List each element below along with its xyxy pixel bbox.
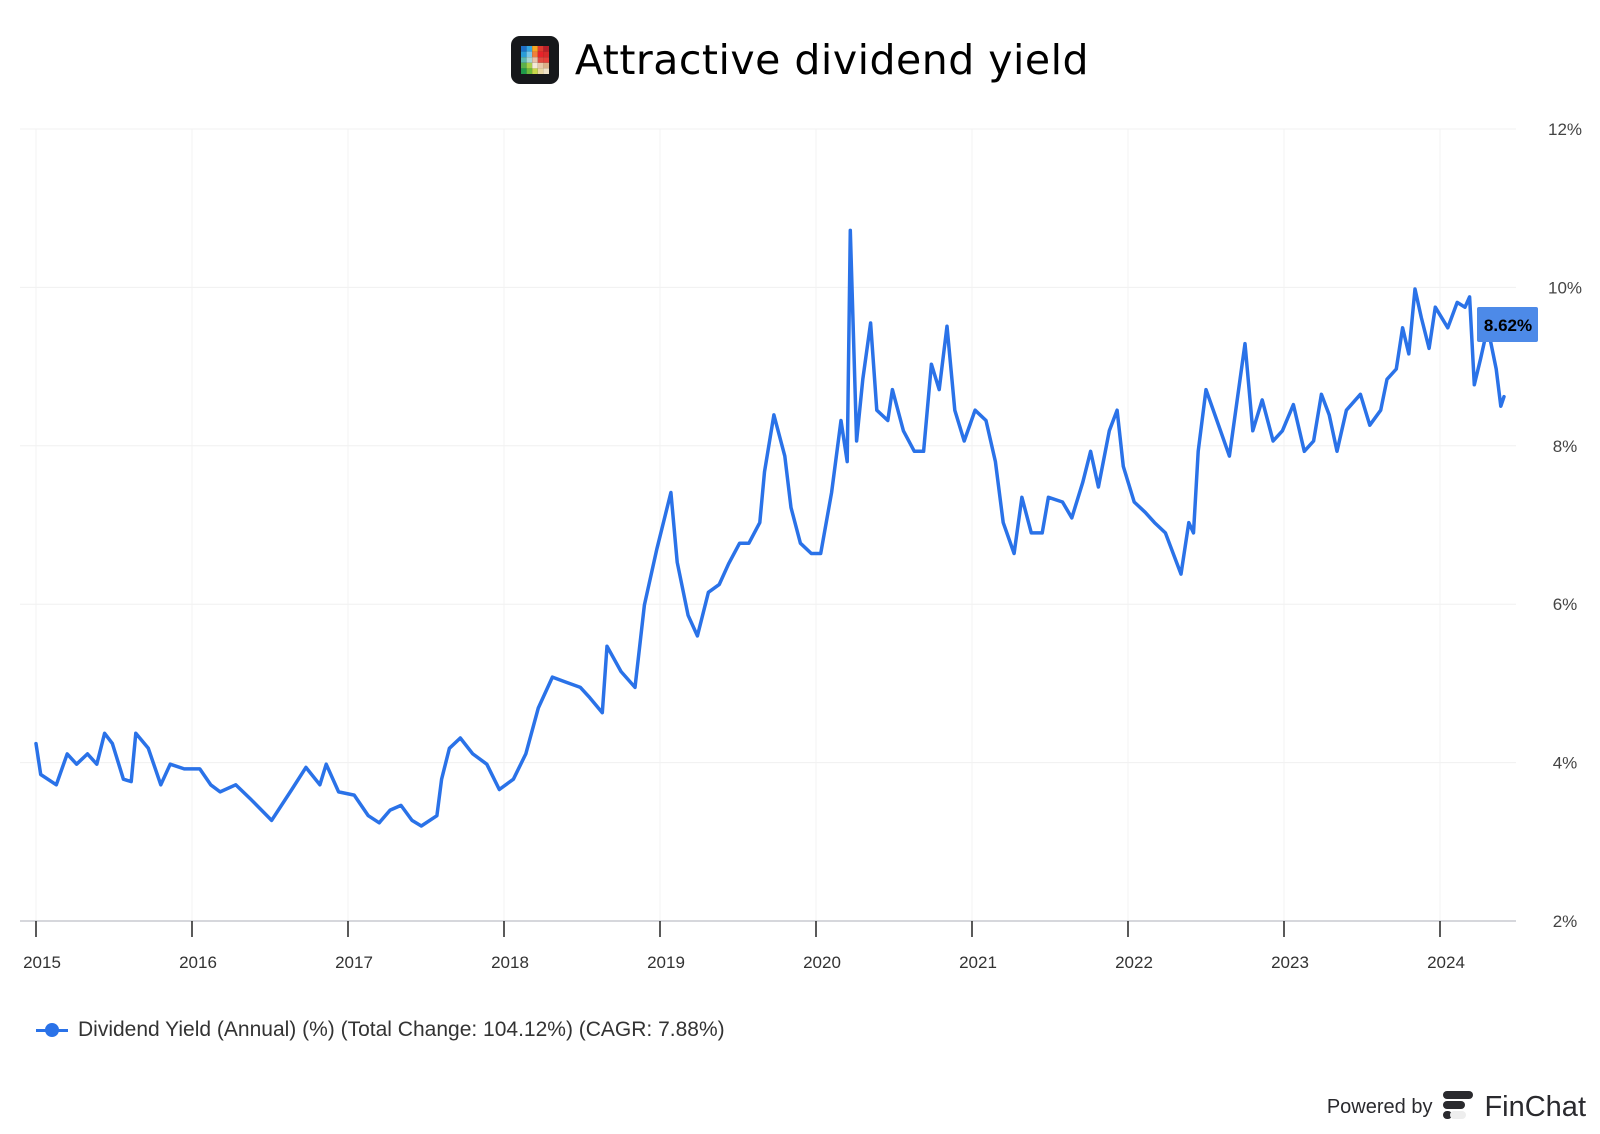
last-value-label: 8.62% — [1477, 307, 1538, 342]
footer: Powered by FinChat — [1327, 1090, 1586, 1125]
powered-by-text: Powered by — [1326, 1096, 1433, 1118]
dividend-yield-line — [34, 228, 1506, 828]
y-tick-label: 6% — [1553, 595, 1578, 614]
last-value-badge — [1477, 307, 1538, 342]
x-tick-label: 2016 — [179, 953, 217, 972]
dividend-yield-chart: 2%4%6%8%10%12% 2015 2016 2017 2018 2019 2020 2… — [20, 120, 1582, 972]
last-value-text: 8.62% — [1484, 316, 1532, 335]
finchat-logo-icon — [1442, 1090, 1474, 1125]
y-tick-label: 4% — [1553, 754, 1578, 773]
grid — [20, 128, 1516, 921]
x-axis: 2015 2016 2017 2018 2019 2020 2021 2022 2023 2024 — [20, 920, 1516, 972]
x-tick-label: 2023 — [1271, 953, 1309, 972]
y-tick-label: 12% — [1548, 120, 1582, 139]
chart-title-text: Attractive dividend yield — [574, 36, 1090, 84]
x-tick-label: 2020 — [803, 953, 841, 972]
x-tick-label: 2024 — [1427, 953, 1465, 972]
y-tick-label: 10% — [1548, 278, 1582, 297]
pixel-grid-logo-icon — [510, 36, 559, 84]
y-axis: 2% 4% 6% 8% 10% 12% — [1548, 120, 1582, 931]
x-tick-label: 2021 — [959, 953, 997, 972]
x-tick-label: 2017 — [335, 953, 373, 972]
x-tick-label: 2015 — [23, 953, 61, 972]
x-tick-label: 2019 — [647, 953, 685, 972]
y-tick-label: 2% — [1553, 912, 1578, 931]
legend-marker-icon — [36, 1023, 68, 1037]
chart-title: Attractive dividend yield — [0, 36, 1600, 84]
x-tick-label: 2022 — [1115, 953, 1153, 972]
legend-item[interactable]: Dividend Yield (Annual) (%) (Total Chang… — [36, 1018, 725, 1042]
series — [34, 228, 1506, 828]
x-tick-label: 2018 — [491, 953, 529, 972]
y-tick-label: 8% — [1553, 437, 1578, 456]
legend-label: Dividend Yield (Annual) (%) (Total Chang… — [78, 1018, 725, 1041]
finchat-brand: FinChat — [1484, 1091, 1586, 1123]
